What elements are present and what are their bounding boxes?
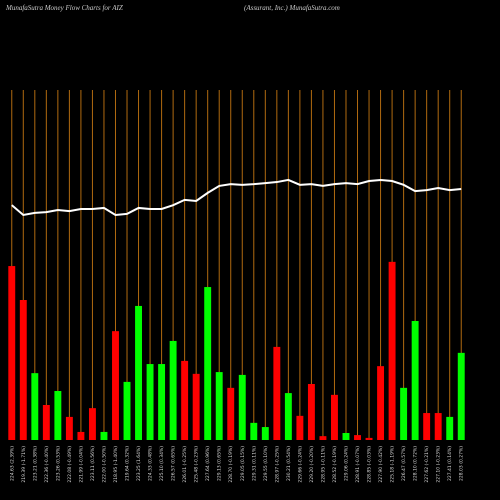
x-tick-label: 223.21 (0.38%) [32,446,38,481]
bar [227,387,235,440]
bar [238,374,246,440]
x-tick-label: 227.10 (-0.23%) [436,446,442,483]
x-tick-label: 225.10 (0.34%) [159,446,165,481]
x-tick-label: 229.31 (0.11%) [251,446,257,481]
bar [181,360,189,440]
x-tick-label: 218.95 (-1.40%) [113,446,119,483]
x-tick-label: 228.95 (-0.11%) [320,446,326,483]
bar [77,431,85,440]
x-tick-label: 219.64 (0.32%) [125,446,131,481]
x-tick-label: 229.55 (0.10%) [263,446,269,481]
bar [42,405,50,440]
chart-subtitle: (Assurant, Inc.) MunafaSutra.com [244,4,340,12]
bar [100,431,108,440]
bar [112,331,119,440]
bar [123,381,131,440]
x-tick-label: 223.26 (0.53%) [55,446,61,481]
bar [354,435,361,440]
bar [8,266,16,440]
x-tick-label: 225.18 (-1.19%) [390,446,396,483]
bar [146,364,154,440]
x-tick-label: 222.08 (-0.49%) [67,446,73,483]
bar [19,300,27,440]
x-tick-label: 229.66 (-0.24%) [297,446,303,483]
bar [135,305,142,440]
bar [261,427,269,440]
bar [446,416,454,440]
x-tick-label: 227.62 (-0.21%) [424,446,430,483]
x-tick-label: 228.03 (0.27%) [459,446,465,481]
bar [169,340,177,440]
bar [365,437,373,440]
x-tick-label: 223.11 (0.56%) [90,446,96,481]
bar [215,372,223,440]
bar [31,373,39,440]
x-tick-label: 222.36 (-0.40%) [44,446,50,483]
x-tick-label: 224.63 (2.39%) [9,446,15,481]
x-tick-label: 221.99 (-0.04%) [78,446,84,483]
bar [434,413,442,440]
x-tick-label: 228.91 (-0.07%) [355,446,361,483]
chart-title: MunafaSutra Money Flow Charts for AIZ [5,4,123,12]
x-tick-label: 222.00 (-0.50%) [101,446,107,483]
x-tick-label: 226.47 (0.57%) [401,446,407,481]
bar [423,413,431,440]
bar [284,393,292,440]
bar [250,422,258,440]
bar [88,408,96,440]
bar [331,394,338,440]
bar [319,436,327,440]
x-tick-label: 228.85 (-0.03%) [367,446,373,483]
x-tick-label: 228.10 (0.72%) [413,446,419,481]
x-tick-label: 227.90 (-0.42%) [378,446,384,483]
bar [158,364,166,440]
bar [388,261,396,440]
x-tick-label: 219.39 (-1.71%) [21,446,27,483]
x-tick-label: 229.20 (-0.20%) [309,446,315,483]
bar [192,373,200,440]
x-tick-label: 229.13 (0.65%) [217,446,223,481]
x-tick-label: 228.70 (-0.19%) [228,446,234,483]
x-tick-label: 228.97 (-0.25%) [274,446,280,483]
bar [273,346,281,440]
x-tick-label: 224.33 (0.48%) [148,446,154,481]
x-tick-label: 227.64 (0.96%) [205,446,211,481]
bar [54,391,62,440]
bar [204,287,212,440]
bar [457,352,465,440]
bar [65,416,73,440]
bar [342,433,350,440]
x-tick-label: 229.06 (0.24%) [343,446,349,481]
bar [307,384,315,440]
x-tick-label: 228.52 (-0.19%) [332,446,338,483]
x-tick-label: 223.25 (1.64%) [136,446,142,481]
x-tick-label: 227.41 (0.14%) [447,446,453,481]
x-tick-label: 230.21 (0.54%) [286,446,292,481]
x-tick-label: 225.48 (-0.23%) [194,446,200,483]
bar [296,415,304,440]
x-tick-label: 229.05 (0.15%) [240,446,246,481]
bar [400,387,408,440]
x-tick-label: 226.01 (-0.25%) [182,446,188,483]
bar [411,321,419,440]
price-line [11,178,462,217]
x-tick-label: 226.57 (0.65%) [171,446,177,481]
bar [377,366,385,440]
